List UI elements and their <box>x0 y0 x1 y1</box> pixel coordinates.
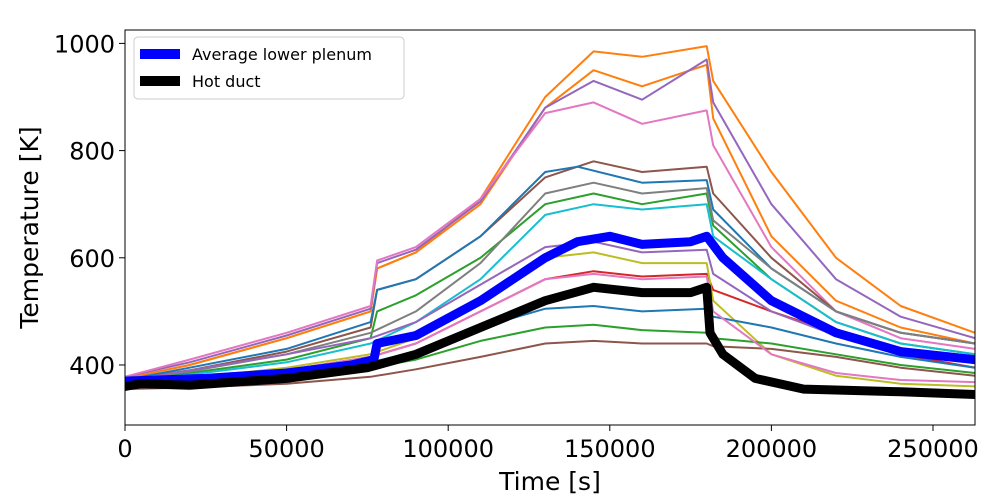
x-tick-label: 100000 <box>402 435 494 463</box>
x-tick-label: 250000 <box>887 435 979 463</box>
series-line-2 <box>125 63 975 380</box>
legend-label: Hot duct <box>192 72 261 91</box>
y-tick-label: 1000 <box>54 30 115 58</box>
x-axis: 0 50000 100000 150000 200000 250000 <box>117 425 979 463</box>
series-line-15 <box>125 272 975 387</box>
series-layer <box>125 45 975 399</box>
series-line-11 <box>125 251 975 388</box>
y-axis-label: Temperature [K] <box>15 126 44 329</box>
plot-frame <box>124 29 976 426</box>
x-tick-label: 0 <box>117 435 132 463</box>
series-line-average-lower-plenum <box>125 231 975 386</box>
series-line-16 <box>125 240 975 383</box>
x-tick-label: 50000 <box>248 435 324 463</box>
x-tick-label: 150000 <box>564 435 656 463</box>
y-axis: 400 600 800 1000 <box>54 30 125 380</box>
series-line-4 <box>125 101 975 378</box>
legend: Average lower plenum Hot duct <box>133 36 405 100</box>
y-tick-label: 400 <box>69 352 115 380</box>
x-tick-label: 200000 <box>726 435 818 463</box>
series-line-9 <box>125 181 975 381</box>
legend-box <box>133 36 405 100</box>
series-line-5 <box>125 160 975 381</box>
series-line-8 <box>125 203 975 383</box>
y-tick-label: 600 <box>69 245 115 273</box>
series-line-7 <box>125 192 975 383</box>
series-line-3 <box>125 58 975 378</box>
series-line-14 <box>125 339 975 391</box>
y-tick-label: 800 <box>69 138 115 166</box>
legend-label: Average lower plenum <box>192 45 372 64</box>
series-line-hot-duct <box>125 282 975 399</box>
x-axis-label: Time [s] <box>498 467 601 496</box>
